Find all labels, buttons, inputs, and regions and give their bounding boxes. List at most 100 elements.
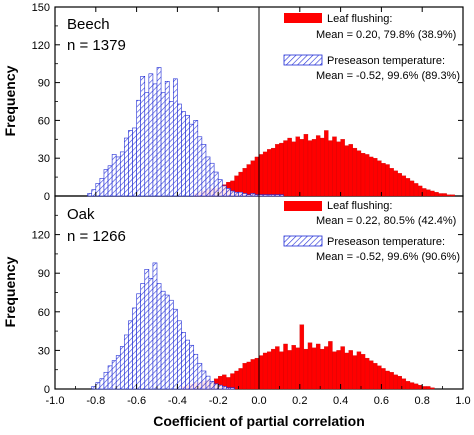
leaf-flushing-bar [250,359,256,390]
leaf-flushing-bar [250,160,256,197]
leaf-flushing-bar [381,368,386,390]
leaf-flushing-bar [311,347,317,390]
legend-temp-label: Preseason temperature: [327,236,445,248]
leaf-flushing-bar [262,352,268,390]
y-tick-label: 0 [44,384,50,396]
preseason-temperature-bar [144,92,150,197]
leaf-flushing-bar [295,347,300,390]
leaf-flushing-bar [377,365,382,390]
leaf-flushing-bar [324,130,329,197]
leaf-flushing-bar [291,141,296,197]
preseason-temperature-bar [132,127,137,197]
preseason-temperature-bar [115,355,121,390]
preseason-temperature-bar [242,193,248,197]
legend-temp-mean: Mean = -0.52, 99.6% (90.6%) [316,251,460,263]
preseason-temperature-bar [279,194,284,197]
leaf-flushing-bar [267,351,272,390]
preseason-temperature-bar [160,290,166,390]
x-tick-label: -0.6 [127,395,146,407]
leaf-flushing-bar [324,346,329,390]
leaf-flushing-bar [442,193,447,197]
leaf-flushing-bar [340,346,345,390]
leaf-flushing-bar [254,357,260,390]
preseason-temperature-bar [177,103,182,197]
x-tick-label: -0.8 [86,395,105,407]
leaf-flushing-bar [446,194,451,197]
leaf-flushing-bar [311,139,317,197]
preseason-temperature-bar [164,81,170,197]
leaf-flushing-bar [258,355,264,390]
leaf-flushing-bar [303,348,309,390]
leaf-flushing-bar [307,140,313,197]
leaf-flushing-bar [364,154,370,197]
x-tick-label: 0.2 [292,395,307,407]
leaf-flushing-bar [299,324,305,390]
leaf-flushing-bar [409,382,415,390]
leaf-flushing-bar [422,386,427,390]
leaf-flushing-bar [328,140,333,197]
preseason-temperature-bar [238,191,243,197]
preseason-temperature-bar [250,193,256,197]
leaf-flushing-bar [332,351,337,390]
x-tick-label: 0.4 [333,395,348,407]
leaf-flushing-bar [275,144,280,197]
preseason-temperature-bar [213,383,219,390]
preseason-temperature-bar [111,154,117,197]
preseason-temperature-bar [193,353,199,390]
y-tick-label: 60 [38,115,50,127]
leaf-flushing-bar [287,137,292,197]
leaf-flushing-bar [430,387,435,390]
leaf-flushing-bar [242,363,247,390]
preseason-temperature-bar [115,156,121,197]
panel-n-beech: n = 1379 [67,37,126,54]
preseason-temperature-bar [185,339,190,390]
preseason-temperature-bar [217,384,223,390]
leaf-flushing-bar [348,350,353,390]
preseason-temperature-bar [140,76,146,197]
panel-n-oak: n = 1266 [67,228,126,245]
leaf-flushing-bar [226,377,231,390]
preseason-temperature-bar [107,165,113,197]
preseason-temperature-bar [168,299,174,390]
leaf-flushing-bar [234,370,239,390]
preseason-temperature-bar [173,308,178,390]
leaf-flushing-bar [389,168,394,197]
leaf-flushing-bar [405,178,411,197]
y-tick-label: 0 [44,191,50,203]
leaf-flushing-bar [262,151,268,197]
legend-swatch-temp [283,235,323,247]
preseason-temperature-bar [95,382,101,390]
leaf-flushing-bar [336,141,341,197]
leaf-flushing-bar [242,168,247,197]
preseason-temperature-bar [156,283,162,390]
legend-leaf-mean: Mean = 0.22, 80.5% (42.4%) [316,215,456,227]
leaf-flushing-bar [238,368,243,390]
x-tick-label: 0.0 [251,395,266,407]
preseason-temperature-bar [136,99,141,197]
leaf-flushing-bar [389,372,394,390]
y-tick-label: 30 [38,153,50,165]
preseason-temperature-bar [275,194,280,197]
y-tick-label: 90 [38,78,50,90]
preseason-temperature-bar [107,365,113,390]
preseason-temperature-bar [103,169,109,197]
preseason-temperature-bar [119,151,125,197]
preseason-temperature-bar [148,73,154,197]
preseason-temperature-bar [128,130,133,197]
leaf-flushing-bar [336,350,341,390]
preseason-temperature-bar [262,194,268,197]
legend-leaf-mean: Mean = 0.20, 79.8% (38.9%) [316,29,456,41]
preseason-temperature-bar [270,194,276,197]
leaf-flushing-bar [332,136,337,197]
preseason-temperature-bar [258,194,264,197]
leaf-flushing-bar [417,384,423,390]
leaf-flushing-bar [254,156,260,197]
leaf-flushing-bar [340,139,345,197]
oak-y-axis: 0 30 60 90 120 [32,214,463,396]
preseason-temperature-bar [205,156,211,197]
preseason-temperature-bar [148,278,154,390]
preseason-temperature-bar [185,115,190,197]
y-tick-label: 60 [38,307,50,319]
leaf-flushing-bar [397,173,402,197]
